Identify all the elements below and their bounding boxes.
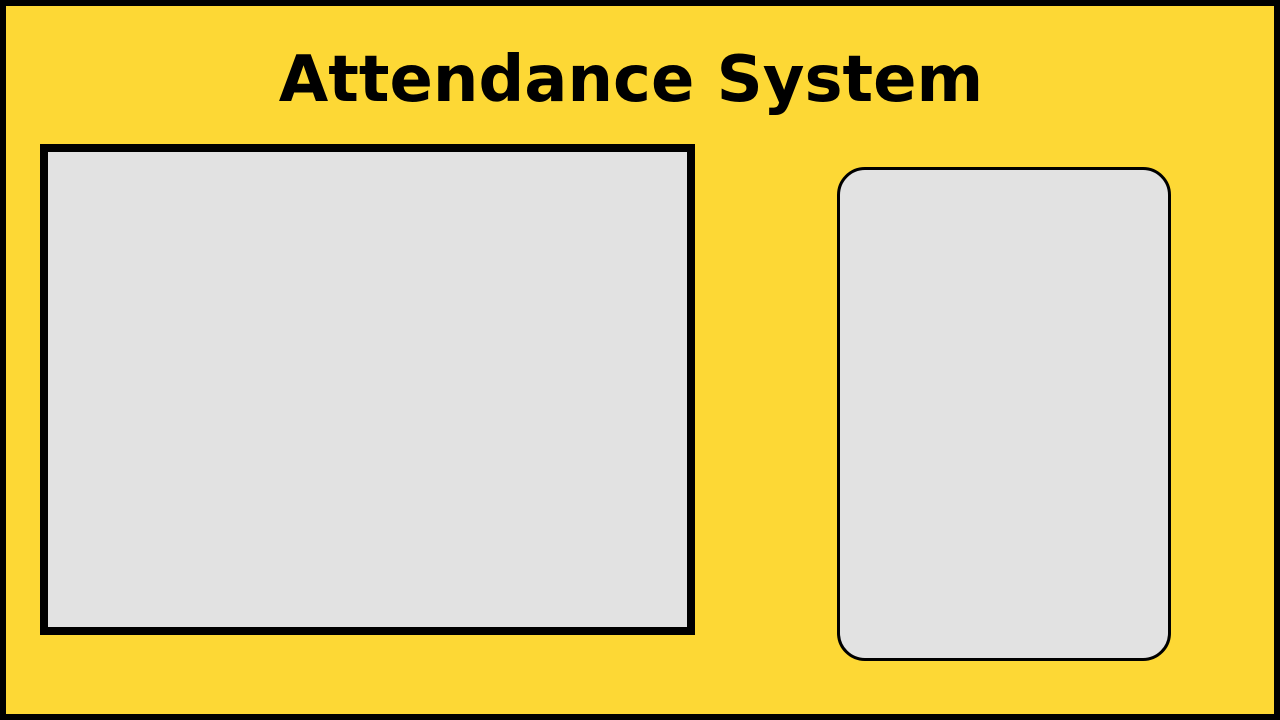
attendance-info-panel — [837, 167, 1171, 661]
camera-feed-panel — [40, 144, 695, 635]
page-title: Attendance System — [278, 43, 984, 117]
